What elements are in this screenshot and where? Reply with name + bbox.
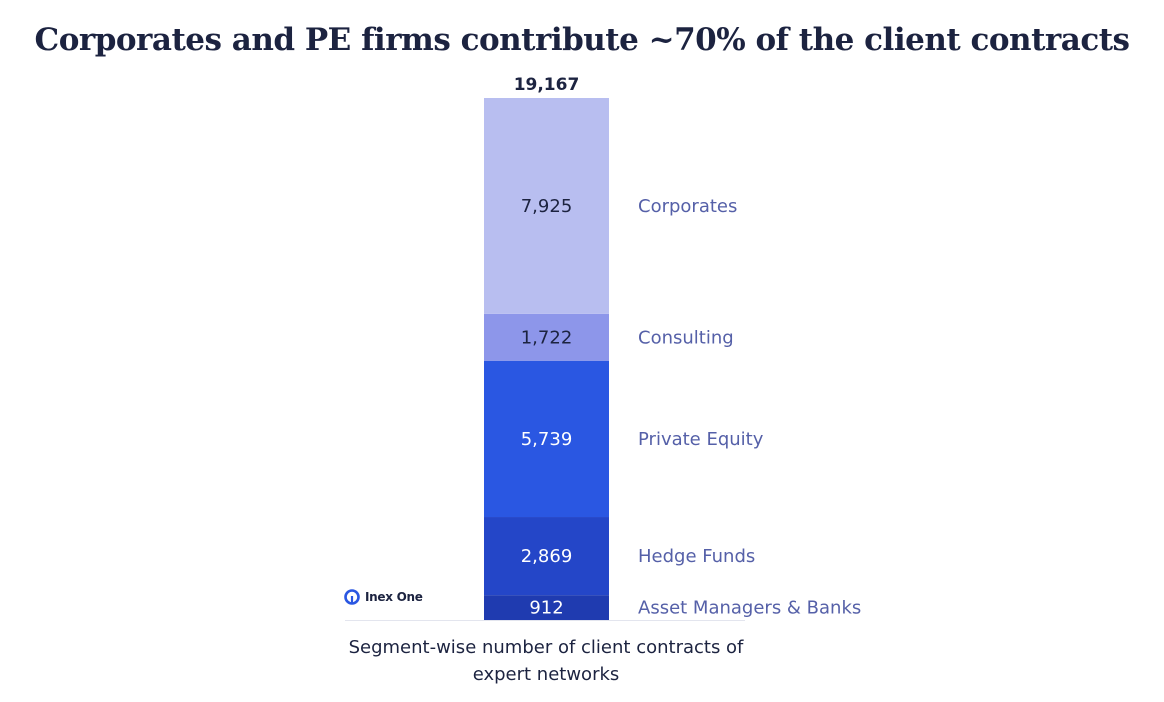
bar-segment: [484, 595, 609, 620]
bar-segment: [484, 517, 609, 596]
page-title: Corporates and PE firms contribute ~70% …: [34, 22, 1130, 58]
bar-value-label: 912: [529, 598, 563, 619]
bar-value-label: 1,722: [521, 327, 573, 348]
total-value-label: 19,167: [514, 75, 580, 95]
bar-segment: [484, 360, 609, 518]
segment-legend-label: Corporates: [638, 196, 737, 217]
segment-legend-label: Consulting: [638, 327, 734, 348]
brand-logo: Inex One: [343, 588, 423, 606]
segment-legend-label: Asset Managers & Banks: [638, 598, 861, 619]
bar-value-label: 7,925: [521, 196, 573, 217]
bar-value-label: 2,869: [521, 546, 573, 567]
bar-value-label: 5,739: [521, 429, 573, 450]
segment-legend-label: Private Equity: [638, 429, 764, 450]
bar-segment: [484, 313, 609, 361]
segment-legend-label: Hedge Funds: [638, 546, 755, 567]
logo-text: Inex One: [365, 590, 423, 604]
inex-one-logo-icon: [344, 589, 360, 605]
bar-segment: [484, 98, 609, 314]
chart-caption: Segment-wise number of client contracts …: [348, 637, 744, 685]
